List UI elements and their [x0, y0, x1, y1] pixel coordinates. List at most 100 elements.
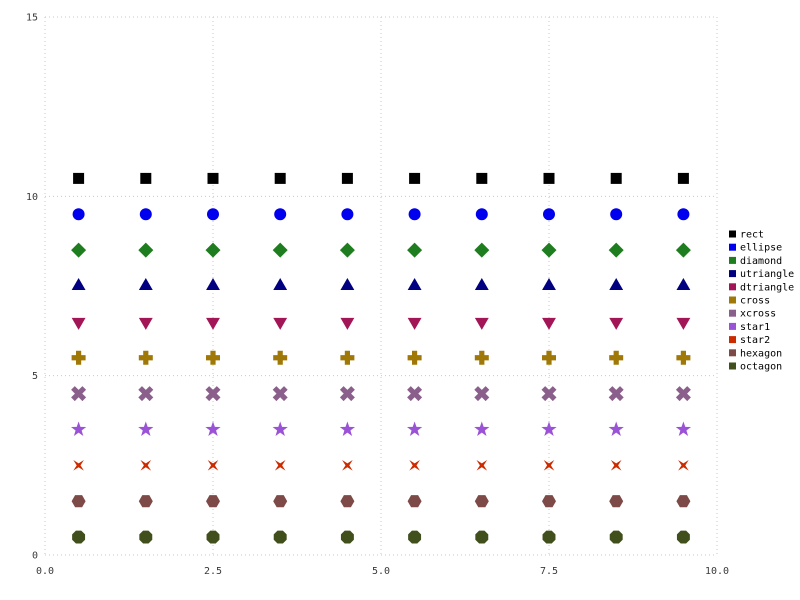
marker-diamond: [474, 242, 490, 258]
marker-diamond: [205, 242, 221, 258]
marker-rect: [476, 172, 488, 184]
marker-rect: [677, 172, 689, 184]
marker-cross: [609, 350, 624, 365]
marker-xcross: [541, 386, 557, 402]
marker-xcross: [205, 386, 221, 402]
marker-hexagon: [273, 495, 288, 508]
marker-cross: [474, 350, 489, 365]
marker-utriangle: [676, 278, 691, 290]
marker-xcross: [339, 386, 355, 402]
marker-hexagon: [676, 495, 691, 508]
marker-ellipse: [139, 208, 152, 221]
legend-label: diamond: [740, 256, 782, 267]
marker-hexagon: [340, 495, 355, 508]
marker-cross: [407, 350, 422, 365]
legend-label: utriangle: [740, 269, 794, 280]
marker-dtriangle: [609, 317, 624, 330]
marker-star2: [476, 460, 488, 471]
legend-label: octagon: [740, 362, 782, 373]
y-axis-tick-label: 10: [26, 192, 38, 203]
marker-ellipse: [274, 208, 287, 221]
marker-cross: [71, 350, 86, 365]
marker-rect: [274, 172, 286, 184]
marker-xcross: [474, 386, 490, 402]
marker-star2: [207, 460, 219, 471]
marker-star2: [678, 460, 689, 471]
legend-label: cross: [740, 296, 770, 307]
marker-hexagon: [138, 495, 153, 508]
legend-item: utriangle: [729, 269, 794, 280]
legend-item: rect: [729, 230, 764, 241]
marker-dtriangle: [340, 317, 355, 330]
marker-ellipse: [610, 208, 623, 221]
marker-diamond: [138, 242, 154, 258]
legend-label: rect: [740, 230, 764, 241]
legend-swatch: [729, 270, 736, 278]
marker-star2: [140, 460, 152, 471]
marker-utriangle: [273, 278, 288, 290]
legend-swatch: [729, 256, 736, 264]
marker-star1: [138, 421, 154, 436]
marker-cross: [676, 350, 691, 365]
legend-swatch: [729, 336, 736, 344]
marker-octagon: [139, 530, 153, 544]
marker-xcross: [608, 386, 624, 402]
legend-item: ellipse: [729, 243, 782, 254]
marker-cross: [542, 350, 556, 365]
marker-octagon: [340, 530, 354, 544]
marker-star2: [73, 460, 84, 471]
marker-hexagon: [542, 495, 556, 508]
marker-octagon: [475, 530, 489, 544]
legend-swatch: [729, 243, 736, 251]
marker-star2: [543, 460, 555, 471]
marker-octagon: [206, 530, 220, 544]
legend-label: hexagon: [740, 348, 782, 359]
y-axis-tick-label: 0: [32, 551, 38, 562]
marker-octagon: [542, 530, 556, 544]
marker-utriangle: [138, 278, 153, 290]
marker-hexagon: [206, 495, 220, 508]
marker-ellipse: [408, 208, 421, 221]
legend-swatch: [729, 362, 736, 370]
legend-label: dtriangle: [740, 282, 794, 293]
x-axis-tick-label: 0.0: [36, 566, 54, 577]
marker-dtriangle: [138, 317, 153, 330]
legend-label: star2: [740, 335, 770, 346]
marker-octagon: [273, 530, 287, 544]
marker-rect: [543, 172, 555, 184]
x-axis-tick-label: 5.0: [372, 566, 390, 577]
marker-hexagon: [474, 495, 489, 508]
x-axis-tick-label: 7.5: [540, 566, 558, 577]
legend-item: xcross: [729, 309, 776, 320]
legend-label: star1: [740, 322, 770, 333]
marker-diamond: [407, 242, 423, 258]
marker-cross: [138, 350, 153, 365]
legend-swatch: [729, 322, 736, 330]
legend-label: ellipse: [740, 243, 782, 254]
x-axis-tick-label: 2.5: [204, 566, 222, 577]
marker-star1: [474, 421, 490, 436]
marker-diamond: [71, 242, 87, 258]
marker-xcross: [138, 386, 154, 402]
legend: rect ellipse diamond utriangle dtriangle cros…: [729, 230, 794, 373]
marker-utriangle: [407, 278, 422, 290]
legend-swatch: [729, 349, 736, 357]
marker-rect: [409, 172, 421, 184]
legend-item: octagon: [729, 362, 782, 373]
marker-xcross: [675, 386, 691, 402]
marker-dtriangle: [71, 317, 86, 330]
marker-utriangle: [609, 278, 624, 290]
marker-cross: [273, 350, 288, 365]
marker-star1: [608, 421, 624, 436]
marker-xcross: [272, 386, 288, 402]
marker-utriangle: [474, 278, 489, 290]
marker-star1: [406, 421, 423, 436]
marker-utriangle: [71, 278, 86, 290]
marker-diamond: [608, 242, 624, 258]
marker-star1: [339, 421, 356, 436]
marker-rect: [610, 172, 622, 184]
marker-rect: [73, 172, 85, 184]
marker-star2: [610, 460, 622, 471]
marker-ellipse: [72, 208, 85, 221]
